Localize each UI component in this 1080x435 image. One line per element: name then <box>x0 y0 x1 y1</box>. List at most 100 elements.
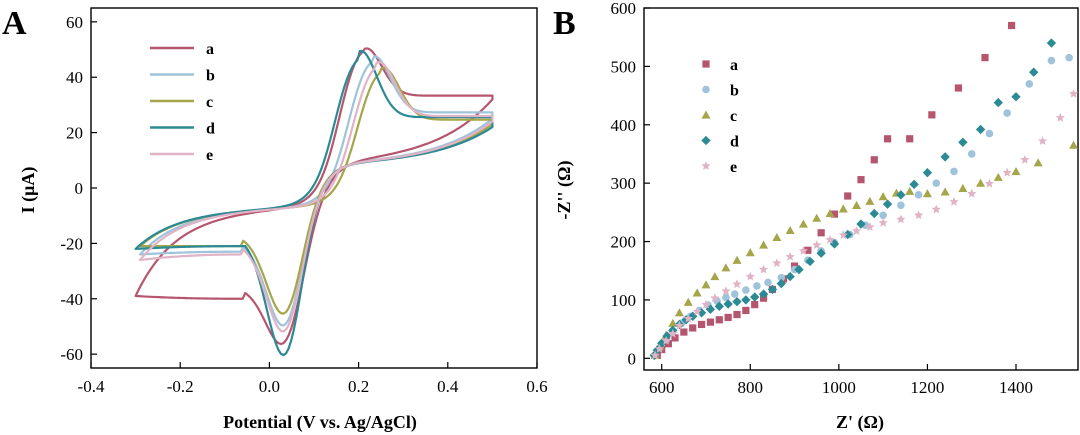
eis-point-b <box>897 201 905 210</box>
eis-point-e <box>701 299 711 309</box>
eis-point-c <box>852 200 862 209</box>
eis-y-tick-label: 0 <box>628 349 637 368</box>
eis-point-a <box>830 210 839 218</box>
cv-x-axis-title: Potential (V vs. Ag/AgCl) <box>223 412 417 433</box>
eis-point-b <box>1065 53 1073 62</box>
eis-point-c <box>772 232 782 242</box>
eis-point-a <box>804 246 812 254</box>
cv-curve-e <box>138 60 494 333</box>
eis-point-e <box>865 222 875 231</box>
eis-x-tick-label: 1000 <box>822 378 856 397</box>
panel-letter-b: B <box>553 5 576 42</box>
eis-point-a <box>1007 21 1016 30</box>
eis-y-tick-label: 400 <box>611 116 637 135</box>
eis-legend-label-e: e <box>730 159 737 176</box>
eis-point-e <box>967 188 977 198</box>
eis-point-c <box>865 196 875 205</box>
eis-plot-frame <box>643 7 1079 371</box>
cv-x-tick-label: 0.6 <box>526 377 547 396</box>
eis-point-a <box>857 176 865 184</box>
eis-point-e <box>668 328 678 338</box>
cv-plot-frame <box>90 7 538 369</box>
eis-x-tick-label: 800 <box>738 378 764 397</box>
eis-point-e <box>772 258 782 268</box>
eis-point-e <box>654 344 665 353</box>
eis-legend-marker-d <box>701 135 711 146</box>
eis-point-e <box>785 251 795 261</box>
cv-x-tick-label: -0.4 <box>78 377 105 396</box>
eis-point-a <box>751 301 759 309</box>
eis-point-a <box>689 324 697 332</box>
eis-legend-label-c: c <box>730 108 737 125</box>
eis-point-b <box>985 129 994 138</box>
eis-point-d <box>856 219 866 229</box>
cv-legend-label-b: b <box>206 68 215 85</box>
eis-point-a <box>883 135 892 143</box>
eis-point-c <box>692 288 702 297</box>
eis-point-a <box>742 306 750 315</box>
eis-point-d <box>741 295 751 305</box>
eis-legend-marker-c <box>701 110 711 119</box>
eis-point-e <box>949 196 959 206</box>
eis-point-e <box>825 234 835 244</box>
eis-point-b <box>879 211 887 220</box>
eis-point-e <box>1055 112 1065 122</box>
eis-point-c <box>701 280 711 289</box>
eis-point-a <box>715 316 723 324</box>
eis-point-b <box>950 167 958 176</box>
eis-point-e <box>758 264 769 274</box>
eis-point-c <box>1033 158 1043 167</box>
eis-point-a <box>928 111 936 119</box>
eis-legend-label-a: a <box>730 57 738 74</box>
eis-point-e <box>710 293 720 303</box>
cv-y-tick-label: 60 <box>66 13 83 32</box>
eis-point-b <box>932 179 941 187</box>
eis-point-e <box>838 230 848 240</box>
eis-point-a <box>906 135 914 143</box>
eis-point-e <box>692 306 702 316</box>
eis-point-c <box>683 297 693 306</box>
cv-legend-label-e: e <box>206 147 213 164</box>
eis-point-a <box>724 313 732 322</box>
cv-y-tick-label: 40 <box>66 68 83 87</box>
eis-x-tick-label: 600 <box>649 378 675 397</box>
eis-y-tick-label: 200 <box>611 233 637 252</box>
eis-legend-marker-e <box>701 161 711 170</box>
eis-point-a <box>844 192 852 200</box>
cv-y-tick-label: -20 <box>60 234 83 253</box>
eis-point-e <box>674 320 685 330</box>
eis-point-d <box>869 208 879 219</box>
eis-point-a <box>817 229 825 237</box>
eis-point-e <box>683 313 693 323</box>
eis-point-e <box>851 226 862 235</box>
eis-point-b <box>753 282 761 290</box>
cv-x-tick-label: 0.2 <box>348 377 369 396</box>
eis-point-b <box>722 293 730 302</box>
eis-point-c <box>905 186 915 195</box>
eis-point-c <box>940 187 950 196</box>
eis-y-tick-label: 300 <box>611 174 637 193</box>
cv-curve-c <box>138 66 494 315</box>
eis-point-a <box>680 328 688 336</box>
eis-point-d <box>732 297 742 307</box>
eis-point-d <box>1011 92 1021 102</box>
eis-point-e <box>1068 88 1079 98</box>
cv-ticks: -0.4 -0.2 0.0 0.2 0.4 0.6 -60 -40 -20 0 20 40 60 <box>60 13 547 396</box>
eis-point-d <box>688 311 698 321</box>
eis-point-e <box>1002 167 1012 177</box>
eis-point-c <box>812 213 822 222</box>
eis-point-d <box>657 338 667 348</box>
eis-point-b <box>1047 56 1056 65</box>
eis-x-tick-label: 1200 <box>910 378 944 397</box>
eis-point-d <box>993 97 1003 108</box>
eis-point-c <box>745 248 755 257</box>
eis-point-a <box>671 334 679 342</box>
cv-y-tick-label: 0 <box>75 179 84 198</box>
eis-legend-marker-b <box>702 85 710 94</box>
eis-point-d <box>794 264 804 275</box>
eis-point-d <box>882 199 893 209</box>
eis-point-e <box>1037 136 1048 146</box>
eis-point-b <box>967 150 976 158</box>
cv-legend-label-a: a <box>206 41 214 58</box>
